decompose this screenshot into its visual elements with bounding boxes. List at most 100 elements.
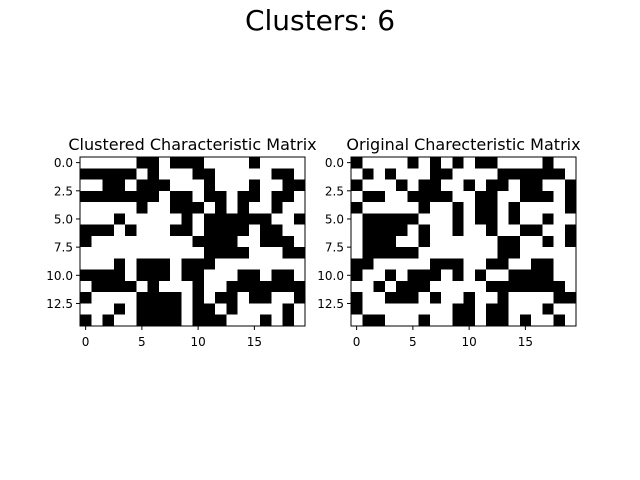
heatmap-cell — [237, 224, 250, 237]
heatmap-cell — [429, 280, 442, 293]
heatmap-cell — [418, 190, 431, 203]
heatmap-cell — [237, 235, 250, 248]
heatmap-cell — [113, 190, 126, 203]
heatmap-cell — [351, 247, 363, 259]
heatmap-cell — [248, 213, 261, 225]
heatmap-cell — [113, 247, 126, 259]
heatmap-cell — [237, 247, 250, 259]
heatmap-cell — [497, 235, 509, 248]
heatmap-cell — [486, 202, 498, 214]
heatmap-cell — [531, 168, 543, 180]
heatmap-cell — [80, 179, 92, 192]
heatmap-cell — [486, 157, 498, 169]
heatmap-cell — [553, 314, 566, 327]
heatmap-cell — [158, 314, 171, 327]
heatmap-cell — [80, 202, 92, 214]
heatmap-cell — [407, 190, 419, 203]
heatmap-cell — [282, 247, 295, 259]
heatmap-cell — [362, 235, 374, 248]
heatmap-cell — [125, 157, 137, 169]
heatmap-cell — [373, 292, 386, 304]
heatmap-cell — [362, 202, 374, 214]
heatmap-cell — [237, 303, 250, 316]
heatmap-cell — [215, 247, 227, 259]
heatmap-cell — [474, 247, 487, 259]
y-tick-label: 10.0 — [317, 269, 344, 283]
heatmap-cell — [113, 258, 126, 271]
heatmap-cell — [384, 168, 397, 180]
heatmap-cell — [192, 280, 205, 293]
heatmap-cell — [260, 269, 272, 282]
heatmap-cell — [136, 314, 148, 327]
heatmap-cell — [486, 213, 498, 225]
heatmap-cell — [542, 157, 554, 169]
heatmap-cell — [531, 235, 543, 248]
heatmap-cell — [170, 258, 182, 271]
y-tick-label: 5.0 — [325, 212, 344, 226]
heatmap-cell — [203, 247, 216, 259]
heatmap-cell — [486, 269, 498, 282]
heatmap-cell — [147, 202, 160, 214]
heatmap-cell — [203, 314, 216, 327]
y-tick-label: 0.0 — [325, 156, 344, 170]
heatmap-cells — [80, 157, 306, 327]
heatmap-cell — [407, 179, 419, 192]
heatmap-cell — [91, 224, 103, 237]
heatmap-cell — [215, 213, 227, 225]
heatmap-cell — [203, 303, 216, 316]
y-tick-label: 0.0 — [54, 156, 73, 170]
heatmap-cell — [147, 224, 160, 237]
heatmap-cell — [80, 235, 92, 248]
heatmap-cell — [282, 168, 295, 180]
heatmap-cell — [553, 168, 566, 180]
heatmap-cell — [351, 235, 363, 248]
heatmap-cell — [553, 303, 566, 316]
heatmap-cell — [441, 213, 453, 225]
heatmap-cell — [429, 235, 442, 248]
heatmap-cell — [452, 247, 464, 259]
heatmap-cell — [564, 269, 577, 282]
heatmap-cell — [452, 168, 464, 180]
heatmap-cell — [418, 247, 431, 259]
heatmap-cell — [564, 235, 577, 248]
heatmap-cell — [429, 190, 442, 203]
heatmap-cell — [125, 179, 137, 192]
heatmap-cell — [215, 157, 227, 169]
heatmap-cell — [497, 303, 509, 316]
heatmap-cell — [429, 292, 442, 304]
heatmap-cell — [497, 168, 509, 180]
heatmap-cell — [226, 258, 238, 271]
heatmap-cell — [147, 190, 160, 203]
heatmap-cell — [125, 280, 137, 293]
heatmap-cell — [396, 314, 408, 327]
heatmap-cell — [373, 269, 386, 282]
heatmap-cell — [192, 269, 205, 282]
heatmap-cell — [181, 224, 193, 237]
heatmap-cells — [351, 157, 577, 327]
heatmap-cell — [553, 235, 566, 248]
heatmap-cell — [203, 157, 216, 169]
heatmap-cell — [125, 247, 137, 259]
heatmap-cell — [237, 258, 250, 271]
heatmap-cell — [271, 269, 283, 282]
heatmap-cell — [237, 190, 250, 203]
heatmap-cell — [226, 168, 238, 180]
heatmap-cell — [248, 168, 261, 180]
heatmap-cell — [497, 213, 509, 225]
heatmap-cell — [260, 168, 272, 180]
heatmap-cell — [181, 157, 193, 169]
heatmap-cell — [564, 258, 577, 271]
heatmap-cell — [271, 314, 283, 327]
heatmap-cell — [474, 280, 487, 293]
heatmap-cell — [519, 157, 532, 169]
heatmap-cell — [553, 224, 566, 237]
heatmap-cell — [396, 179, 408, 192]
heatmap-cell — [418, 213, 431, 225]
heatmap-cell — [373, 303, 386, 316]
heatmap-cell — [260, 224, 272, 237]
heatmap-cell — [282, 224, 295, 237]
heatmap-cell — [125, 224, 137, 237]
heatmap-cell — [271, 280, 283, 293]
heatmap-cell — [136, 247, 148, 259]
heatmap-cell — [91, 213, 103, 225]
